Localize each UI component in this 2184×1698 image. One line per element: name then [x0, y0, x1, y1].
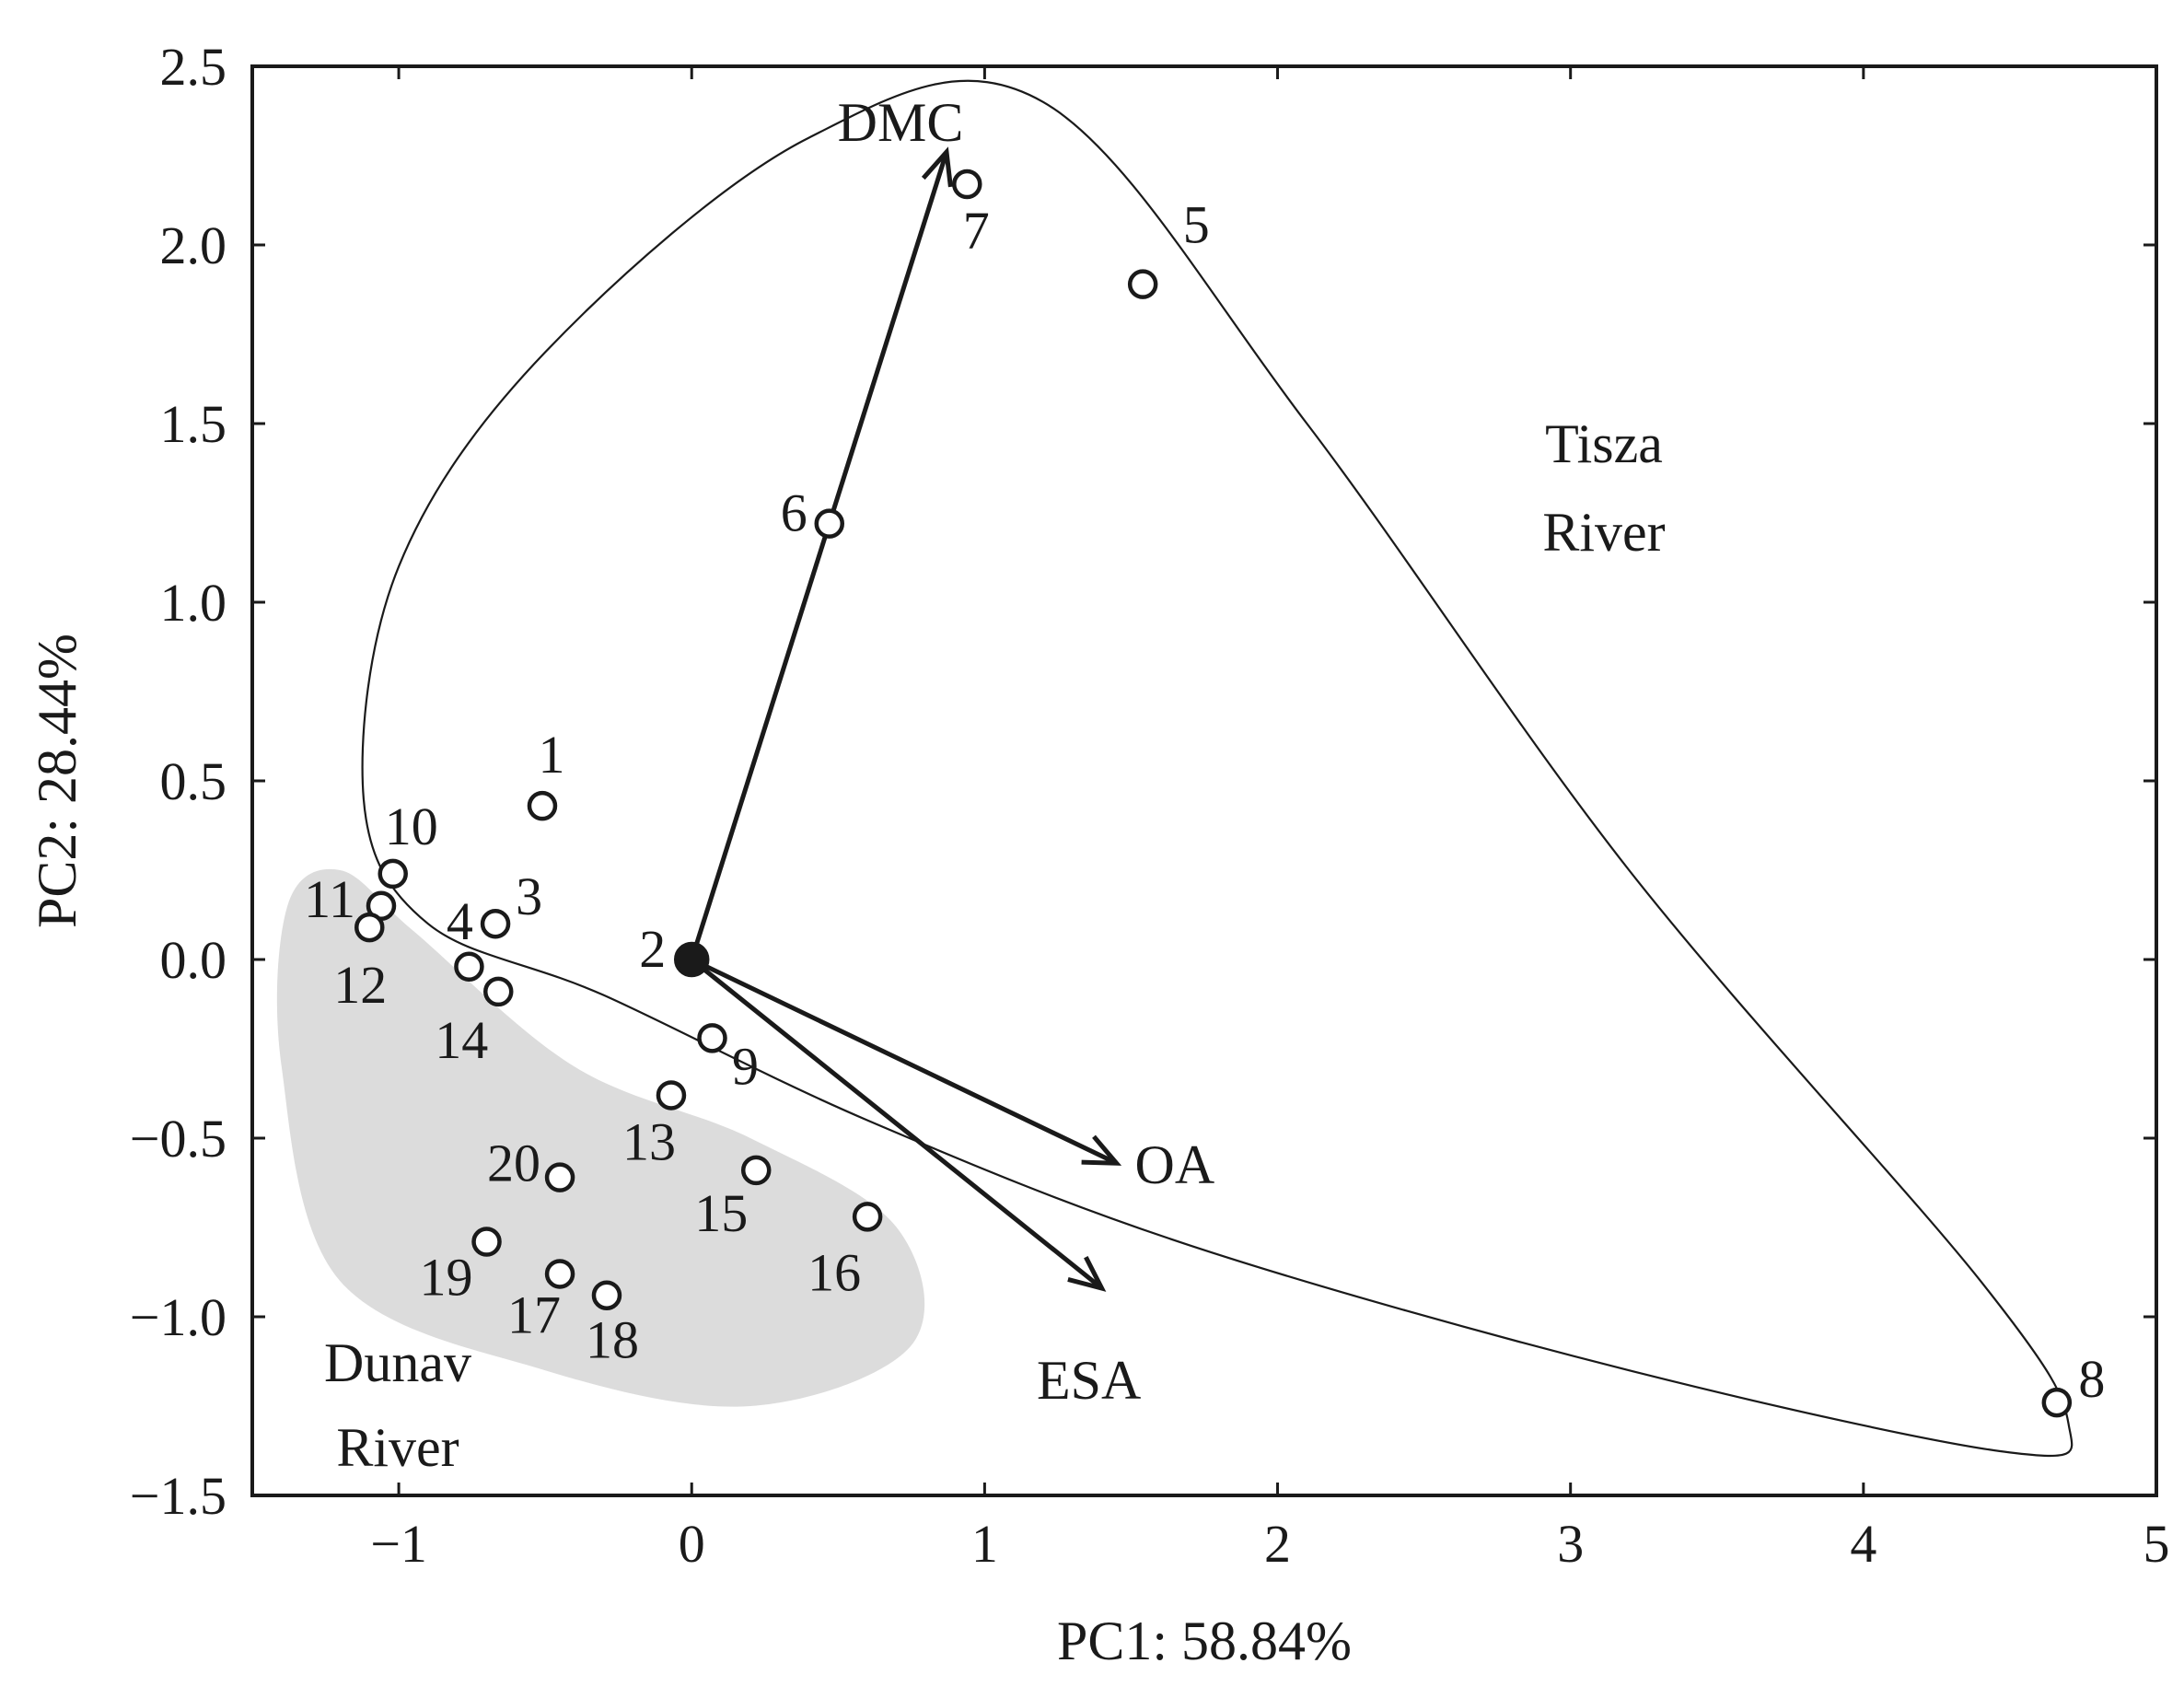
- loading-label-esa: ESA: [1037, 1350, 1141, 1411]
- point-3: [480, 908, 511, 939]
- arrowhead-dmc: [921, 146, 953, 188]
- point-label-19: 19: [420, 1248, 473, 1308]
- plot-frame: [250, 64, 2158, 1497]
- y-tick-label: −1.5: [130, 1466, 227, 1526]
- axis-ticks: −1 0 1 2 3 4 5−1.5−1.0−0.50.00.51.01.52.02.5: [130, 37, 2170, 1574]
- x-tick-label: 5: [2143, 1514, 2170, 1574]
- point-label-14: 14: [435, 1010, 488, 1070]
- point-label-16: 16: [807, 1242, 861, 1302]
- loading-label-oa: OA: [1135, 1134, 1215, 1195]
- point-20: [544, 1162, 575, 1192]
- point-17: [544, 1259, 575, 1289]
- dunav-label-line2: River: [336, 1417, 459, 1478]
- point-label-3: 3: [516, 866, 542, 926]
- y-tick-label: 0.5: [160, 751, 227, 811]
- y-tick-label: −0.5: [130, 1109, 227, 1169]
- point-label-7: 7: [963, 201, 990, 261]
- point-label-13: 13: [622, 1111, 676, 1171]
- x-tick-label: 3: [1557, 1514, 1584, 1574]
- point-label-17: 17: [507, 1285, 561, 1344]
- point-5: [1127, 269, 1158, 299]
- tisza-label-line2: River: [1542, 502, 1665, 563]
- point-8: [2041, 1387, 2073, 1418]
- tisza-label-line1: Tisza: [1545, 413, 1663, 474]
- point-6: [814, 508, 845, 539]
- point-10: [378, 858, 408, 890]
- y-tick-label: 2.5: [160, 37, 227, 97]
- loading-arrow-esa: [690, 958, 1104, 1290]
- point-16: [852, 1202, 883, 1232]
- point-label-2: 2: [639, 919, 666, 979]
- point-18: [591, 1280, 622, 1310]
- x-tick-label: −1: [370, 1514, 427, 1574]
- point-13: [656, 1080, 687, 1111]
- point-label-20: 20: [487, 1134, 540, 1193]
- y-tick-label: 0.0: [160, 930, 227, 990]
- dunav-river-region: [276, 868, 925, 1407]
- point-label-1: 1: [538, 725, 564, 785]
- x-tick-label: 1: [971, 1514, 998, 1574]
- y-axis-title: PC2: 28.44%: [27, 634, 87, 928]
- point-label-15: 15: [694, 1183, 748, 1243]
- y-tick-label: −1.0: [130, 1287, 227, 1347]
- point-label-4: 4: [447, 891, 473, 951]
- loading-arrow-dmc: [689, 151, 949, 960]
- point-label-9: 9: [732, 1036, 759, 1096]
- y-tick-label: 1.0: [160, 573, 227, 633]
- point-14: [482, 976, 514, 1007]
- arrowhead-esa: [1067, 1256, 1107, 1292]
- point-label-10: 10: [385, 797, 438, 856]
- x-tick-label: 0: [679, 1514, 705, 1574]
- point-9: [697, 1023, 727, 1053]
- point-label-6: 6: [781, 483, 807, 543]
- point-15: [740, 1155, 772, 1186]
- tisza-river-region: [361, 79, 2074, 1458]
- point-7: [952, 169, 982, 200]
- dunav-label-line1: Dunav: [324, 1332, 471, 1393]
- x-tick-label: 2: [1264, 1514, 1291, 1574]
- point-label-12: 12: [333, 955, 387, 1015]
- point-label-18: 18: [586, 1310, 639, 1370]
- loading-arrows: DMC OA ESA: [689, 92, 1215, 1411]
- point-19: [471, 1227, 502, 1257]
- loading-label-dmc: DMC: [838, 92, 964, 153]
- x-tick-label: 4: [1850, 1514, 1876, 1574]
- y-tick-label: 2.0: [160, 215, 227, 275]
- point-label-5: 5: [1183, 195, 1210, 255]
- point-label-8: 8: [2078, 1349, 2105, 1409]
- y-tick-label: 1.5: [160, 394, 227, 454]
- loading-arrow-oa: [691, 957, 1118, 1166]
- x-axis-title: PC1: 58.84%: [1057, 1611, 1352, 1671]
- point-label-11: 11: [304, 869, 355, 929]
- arrowhead-oa: [1081, 1134, 1122, 1166]
- point-12: [354, 912, 385, 943]
- point-1: [527, 790, 558, 821]
- point-4: [454, 951, 484, 983]
- point-2: [673, 941, 710, 978]
